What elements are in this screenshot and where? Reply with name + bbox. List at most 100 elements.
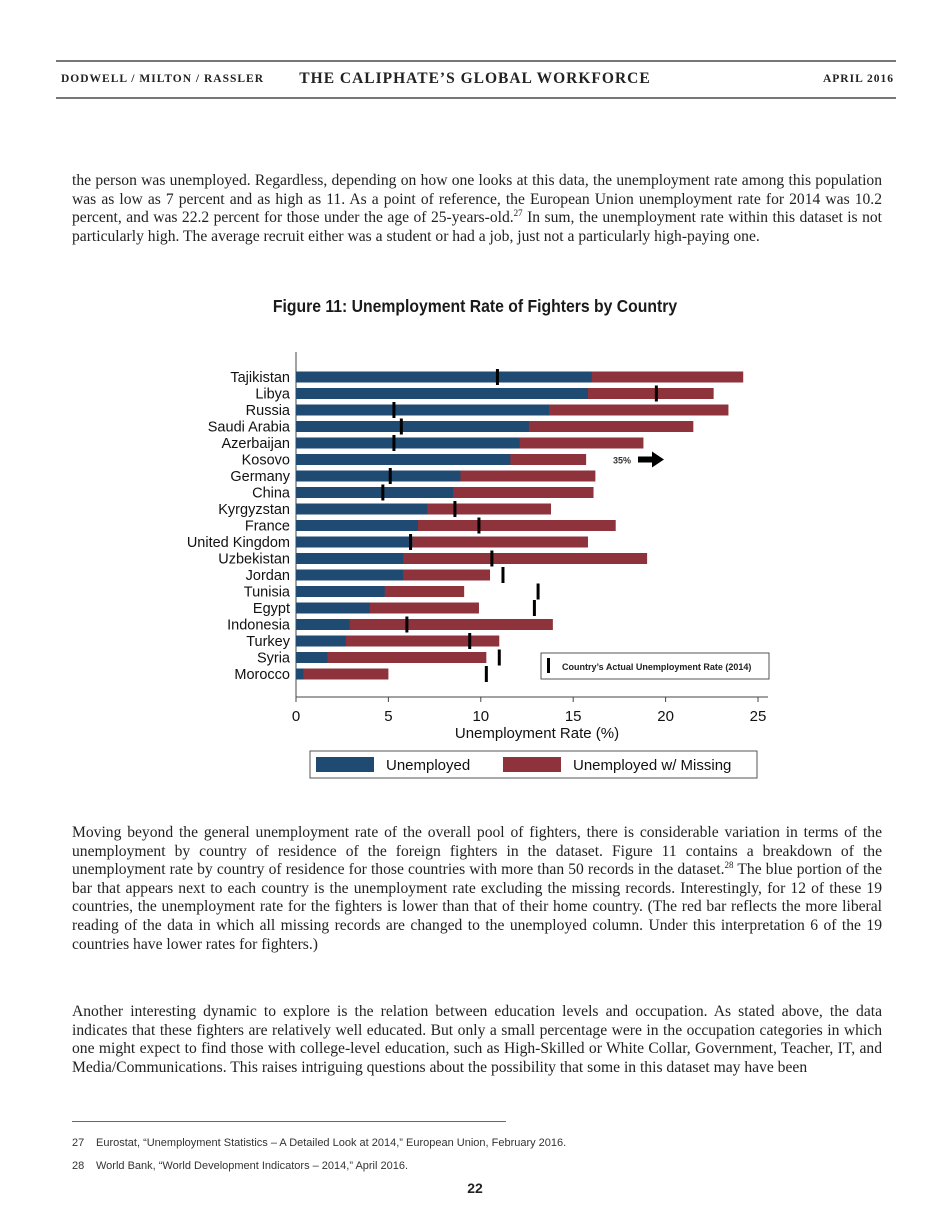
legend-swatch-unemployed-w-missing (503, 757, 561, 772)
bar-unemployed (296, 569, 404, 581)
category-label: Kyrgyzstan (218, 502, 290, 518)
actual-rate-marker (392, 435, 396, 451)
actual-rate-marker (477, 517, 481, 534)
bar-unemployed-w-missing (296, 602, 479, 614)
category-label: Turkey (246, 634, 291, 650)
actual-rate-marker (536, 583, 540, 600)
footnote-number: 27 (72, 1137, 85, 1149)
actual-rate-marker (388, 468, 392, 484)
category-label: Tunisia (244, 585, 291, 601)
paragraph-text: In sum, the unemployment rate within thi… (72, 209, 882, 245)
category-label: Syria (257, 651, 291, 667)
x-tick-label: 15 (565, 708, 582, 725)
bar-unemployed (296, 371, 592, 383)
paragraph-1: the person was unemployed. Regardless, d… (72, 172, 882, 246)
paragraph-3: Another interesting dynamic to explore i… (72, 1003, 882, 1076)
annotation-label: 35% (613, 456, 631, 466)
bar-unemployed (296, 668, 304, 680)
category-label: Indonesia (227, 618, 291, 634)
category-label: Saudi Arabia (208, 420, 291, 436)
bar-unemployed (296, 586, 385, 597)
arrow-right-icon (638, 451, 664, 468)
actual-rate-marker (484, 666, 488, 682)
bar-unemployed-w-missing (296, 553, 648, 564)
bar-unemployed (296, 503, 428, 515)
footnote-27: 27 Eurostat, “Unemployment Statistics – A… (72, 1137, 566, 1149)
figure-title: Figure 11: Unemployment Rate of Fighters… (272, 296, 678, 316)
marker-legend-box (540, 652, 770, 680)
bar-unemployed (296, 553, 404, 564)
header-authors: DODWELL / MILTON / RASSLER (61, 73, 265, 85)
x-tick-label: 5 (384, 708, 392, 725)
marker-legend-label: Country’s Actual Unemployment Rate (2014… (562, 662, 751, 672)
bar-unemployed (296, 454, 511, 465)
x-tick-label: 0 (292, 708, 300, 725)
actual-rate-marker (501, 567, 505, 583)
bar-unemployed-w-missing (296, 652, 487, 663)
bar-unemployed (296, 619, 350, 630)
actual-rate-marker (468, 633, 472, 649)
footnote-28: 28 World Bank, “World Development Indicat… (72, 1160, 408, 1172)
footnote-text: World Bank, “World Development Indicator… (96, 1160, 409, 1172)
x-axis-title: Unemployment Rate (%) (455, 725, 619, 742)
x-tick-label: 20 (657, 708, 674, 725)
actual-rate-marker (405, 616, 409, 633)
legend-label-unemployed-w-missing: Unemployed w/ Missing (573, 757, 731, 774)
bar-unemployed-w-missing (296, 668, 389, 680)
header-rule-top (56, 60, 896, 62)
category-label: Morocco (234, 667, 290, 683)
category-label: Tajikistan (230, 370, 290, 386)
category-label: Kosovo (242, 453, 290, 469)
bar-unemployed (296, 388, 588, 399)
category-label: Russia (246, 403, 291, 419)
paragraph-text: the person was unemployed. Regardless, d… (72, 172, 882, 227)
bar-unemployed (296, 470, 461, 482)
category-label: China (252, 486, 291, 502)
category-label: Jordan (246, 568, 290, 584)
actual-rate-marker (654, 385, 658, 402)
footnote-ref[interactable]: 27 (513, 208, 523, 218)
bar-unemployed (296, 602, 370, 614)
category-label: Azerbaijan (221, 436, 290, 452)
category-label: France (245, 519, 290, 535)
bar-unemployed (296, 635, 346, 647)
bar-unemployed-w-missing (296, 635, 500, 647)
actual-rate-marker (495, 369, 499, 385)
x-tick-label: 10 (472, 708, 489, 725)
legend-swatch-unemployed (316, 757, 374, 772)
header-title: THE CALIPHATE’S GLOBAL WORKFORCE (299, 70, 651, 87)
marker-legend-symbol (547, 658, 550, 673)
bar-unemployed-w-missing (296, 619, 553, 630)
category-label: Egypt (253, 601, 290, 617)
actual-rate-marker (399, 418, 403, 435)
bar-unemployed (296, 652, 328, 663)
actual-rate-marker (453, 501, 457, 517)
footnote-rule (72, 1121, 506, 1122)
actual-rate-marker (490, 550, 494, 567)
category-label: Uzbekistan (218, 552, 290, 568)
paragraph-2: Moving beyond the general unemployment r… (72, 824, 882, 954)
footnote-ref[interactable]: 28 (724, 860, 734, 870)
bar-unemployed (296, 421, 529, 432)
paragraph-text: The blue portion of the bar that appears… (72, 861, 883, 953)
category-label: Germany (230, 469, 290, 485)
footnote-text: Eurostat, “Unemployment Statistics – A D… (96, 1137, 567, 1149)
actual-rate-marker (409, 534, 413, 550)
bar-unemployed (296, 520, 418, 531)
bar-unemployed (296, 536, 413, 548)
header-rule-bottom (56, 97, 896, 99)
bar-unemployed-w-missing (296, 536, 588, 548)
actual-rate-marker (497, 649, 501, 666)
paragraph-text: Moving beyond the general unemployment r… (72, 824, 882, 879)
bar-unemployed (296, 404, 550, 416)
actual-rate-marker (392, 402, 396, 418)
bar-unemployed-w-missing (296, 520, 616, 531)
bar-unemployed (296, 487, 454, 498)
bar-unemployed (296, 437, 520, 449)
actual-rate-marker (381, 484, 385, 501)
header-date: APRIL 2016 (822, 73, 894, 85)
x-tick-label: 25 (750, 708, 767, 725)
actual-rate-marker (532, 600, 536, 616)
legend-label-unemployed: Unemployed (386, 757, 470, 774)
